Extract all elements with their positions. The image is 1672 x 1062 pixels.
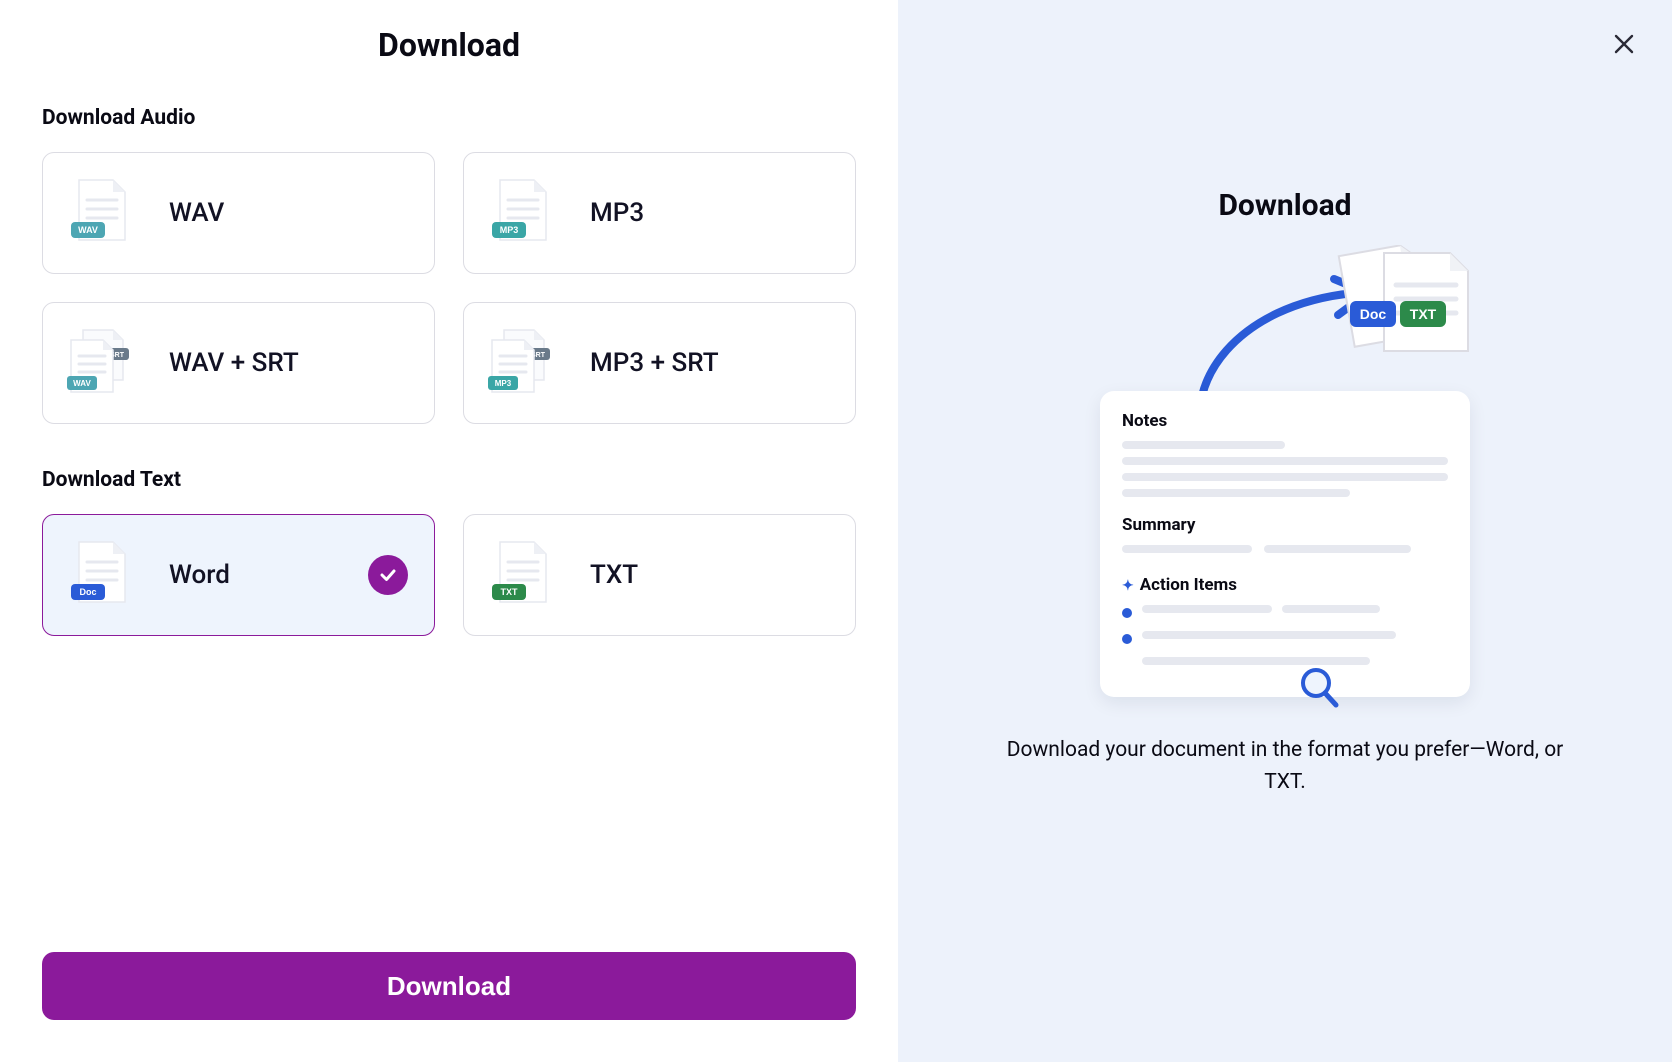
- svg-text:WAV: WAV: [78, 225, 98, 235]
- option-label: WAV + SRT: [169, 348, 299, 378]
- file-icon-mp3: MP3: [486, 176, 558, 250]
- download-illustration: Doc TXT Notes Summary Action Items: [1100, 251, 1470, 691]
- section-title-audio: Download Audio: [42, 106, 856, 130]
- file-icon-mp3_srt: SRTMP3: [486, 326, 558, 400]
- option-wav_srt[interactable]: SRTWAV WAV + SRT: [42, 302, 435, 424]
- option-wav[interactable]: WAV WAV: [42, 152, 435, 274]
- section-title-text: Download Text: [42, 468, 856, 492]
- option-label: WAV: [169, 198, 224, 228]
- svg-text:TXT: TXT: [1410, 306, 1437, 322]
- option-mp3_srt[interactable]: SRTMP3 MP3 + SRT: [463, 302, 856, 424]
- file-icon-txt: TXT: [486, 538, 558, 612]
- close-button[interactable]: [1604, 24, 1644, 64]
- close-icon: [1613, 33, 1635, 55]
- illus-action-items-heading: Action Items: [1122, 575, 1448, 595]
- svg-text:Doc: Doc: [79, 587, 96, 597]
- illustration-card: Notes Summary Action Items: [1100, 391, 1470, 697]
- illus-summary-heading: Summary: [1122, 515, 1448, 535]
- docs-stack-icon: Doc TXT: [1322, 245, 1480, 365]
- text-options: Doc Word TXT TXT: [42, 514, 856, 636]
- left-panel: Download Download Audio WAV WAV MP3 MP3 SRTW…: [0, 0, 898, 1062]
- file-icon-wav: WAV: [65, 176, 137, 250]
- svg-text:Doc: Doc: [1360, 306, 1387, 322]
- right-panel: Download: [898, 0, 1672, 1062]
- audio-options: WAV WAV MP3 MP3 SRTWAV WAV + SRT SRTMP3 MP3 + S…: [42, 152, 856, 424]
- option-word[interactable]: Doc Word: [42, 514, 435, 636]
- magnifier-icon: [1296, 665, 1340, 709]
- svg-text:MP3: MP3: [495, 379, 512, 388]
- svg-text:TXT: TXT: [501, 587, 519, 597]
- svg-text:WAV: WAV: [73, 379, 91, 388]
- download-button[interactable]: Download: [42, 952, 856, 1020]
- right-title: Download: [926, 188, 1644, 223]
- page-title: Download: [42, 26, 856, 64]
- option-label: TXT: [590, 560, 638, 590]
- file-icon-word: Doc: [65, 538, 137, 612]
- check-icon: [368, 555, 408, 595]
- file-icon-wav_srt: SRTWAV: [65, 326, 137, 400]
- right-description: Download your document in the format you…: [1005, 735, 1565, 798]
- option-mp3[interactable]: MP3 MP3: [463, 152, 856, 274]
- option-label: Word: [169, 560, 230, 590]
- option-txt[interactable]: TXT TXT: [463, 514, 856, 636]
- svg-text:MP3: MP3: [500, 225, 519, 235]
- option-label: MP3: [590, 198, 644, 228]
- option-label: MP3 + SRT: [590, 348, 719, 378]
- illus-notes-heading: Notes: [1122, 411, 1448, 431]
